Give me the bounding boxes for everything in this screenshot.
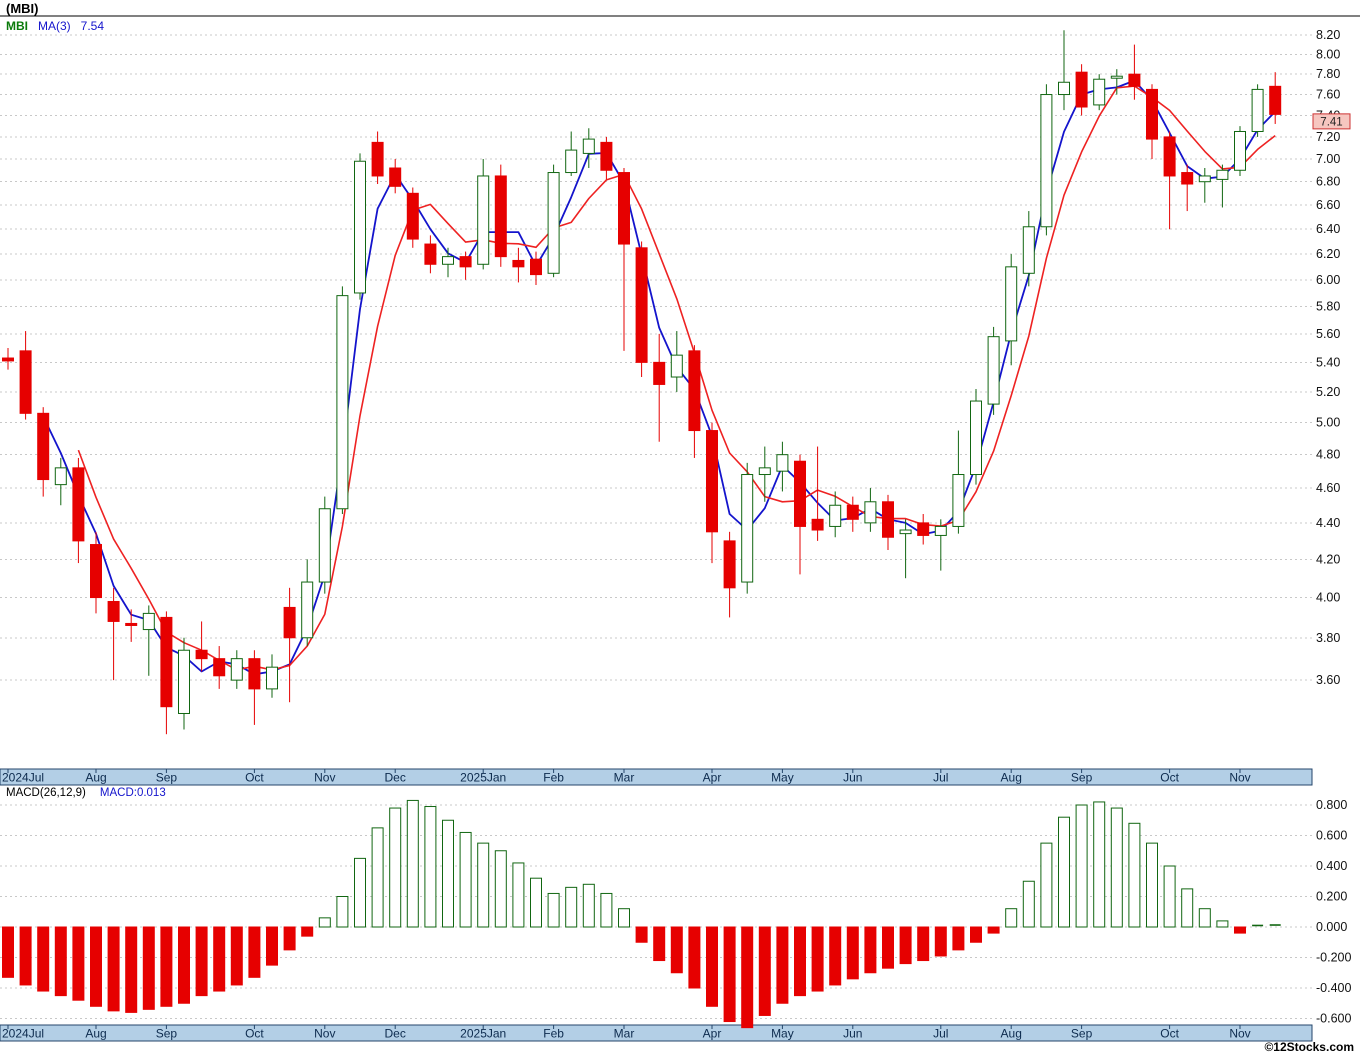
svg-text:Oct: Oct: [1160, 771, 1179, 785]
svg-text:5.80: 5.80: [1316, 299, 1340, 313]
svg-text:5.00: 5.00: [1316, 416, 1340, 430]
svg-text:Apr: Apr: [703, 771, 722, 785]
svg-text:6.20: 6.20: [1316, 247, 1340, 261]
svg-text:Sep: Sep: [1071, 1027, 1093, 1041]
svg-text:May: May: [771, 1027, 794, 1041]
svg-text:4.20: 4.20: [1316, 552, 1340, 566]
svg-text:Oct: Oct: [1160, 1027, 1179, 1041]
svg-text:Sep: Sep: [1071, 771, 1093, 785]
chart-title: (MBI): [6, 1, 39, 16]
svg-text:2025Jan: 2025Jan: [460, 771, 506, 785]
svg-text:5.40: 5.40: [1316, 355, 1340, 369]
svg-text:4.40: 4.40: [1316, 516, 1340, 530]
svg-text:7.00: 7.00: [1316, 152, 1340, 166]
svg-text:6.00: 6.00: [1316, 273, 1340, 287]
month-axis-middle: 2024Jul Aug Sep Oct Nov Dec 2025Jan Feb Mar Apr Ma…: [0, 768, 1313, 786]
svg-text:Oct: Oct: [245, 1027, 264, 1041]
svg-text:0.600: 0.600: [1316, 829, 1347, 843]
svg-text:7.60: 7.60: [1316, 88, 1340, 102]
svg-text:2025Jan: 2025Jan: [460, 1027, 506, 1041]
price-gridlines: [0, 34, 1312, 681]
macd-params-label: MACD(26,12,9): [6, 787, 86, 799]
svg-text:-0.200: -0.200: [1316, 951, 1351, 965]
svg-text:Apr: Apr: [703, 1027, 722, 1041]
svg-text:7.80: 7.80: [1316, 67, 1340, 81]
svg-text:6.60: 6.60: [1316, 198, 1340, 212]
svg-text:Aug: Aug: [1001, 771, 1022, 785]
svg-text:Nov: Nov: [1229, 1027, 1250, 1041]
svg-text:Jul: Jul: [933, 1027, 948, 1041]
svg-text:4.00: 4.00: [1316, 591, 1340, 605]
watermark: ©12Stocks.com: [1264, 1040, 1354, 1054]
svg-text:3.60: 3.60: [1316, 673, 1340, 687]
price-legend: MBI MA(3) 7.54: [6, 19, 114, 33]
svg-text:Nov: Nov: [314, 771, 335, 785]
svg-text:Oct: Oct: [245, 771, 264, 785]
svg-text:3.80: 3.80: [1316, 631, 1340, 645]
macd-value-label: MACD:0.013: [99, 787, 166, 799]
svg-text:7.41: 7.41: [1320, 116, 1342, 128]
last-price-tag: 7.41: [1312, 113, 1351, 130]
svg-text:Nov: Nov: [1229, 771, 1250, 785]
svg-text:Nov: Nov: [314, 1027, 335, 1041]
svg-text:Jul: Jul: [933, 771, 948, 785]
svg-text:0.800: 0.800: [1316, 798, 1347, 812]
svg-text:Mar: Mar: [614, 1027, 635, 1041]
svg-text:Aug: Aug: [85, 1027, 106, 1041]
svg-text:Sep: Sep: [156, 771, 178, 785]
svg-text:5.20: 5.20: [1316, 385, 1340, 399]
month-axis-bottom: 2024Jul Aug Sep Oct Nov Dec 2025Jan Feb Mar Apr Ma…: [0, 1024, 1313, 1042]
svg-text:0.400: 0.400: [1316, 859, 1347, 873]
price-axis-labels: 8.208.007.807.607.407.207.006.806.606.40…: [1316, 28, 1340, 687]
svg-text:7.20: 7.20: [1316, 130, 1340, 144]
svg-text:Feb: Feb: [543, 771, 564, 785]
svg-text:0.200: 0.200: [1316, 890, 1347, 904]
svg-text:2024Jul: 2024Jul: [2, 771, 44, 785]
ma-label: MA(3): [38, 19, 71, 33]
macd-histogram: [2, 799, 1281, 1029]
svg-text:Mar: Mar: [614, 771, 635, 785]
svg-text:6.80: 6.80: [1316, 175, 1340, 189]
macd-legend: MACD(26,12,9) MACD:0.013: [6, 787, 166, 799]
svg-text:Feb: Feb: [543, 1027, 564, 1041]
svg-text:4.80: 4.80: [1316, 448, 1340, 462]
svg-text:0.000: 0.000: [1316, 920, 1347, 934]
svg-text:6.40: 6.40: [1316, 222, 1340, 236]
macd-axis-labels: 0.800 0.600 0.400 0.200 0.000 -0.200 -0.400 -0.…: [1316, 798, 1351, 1026]
svg-text:-0.400: -0.400: [1316, 981, 1351, 995]
ma-value: 7.54: [80, 19, 105, 33]
candlesticks: [2, 30, 1282, 735]
symbol-label: MBI: [6, 19, 28, 33]
svg-text:8.20: 8.20: [1316, 28, 1340, 42]
svg-text:2024Jul: 2024Jul: [2, 1027, 44, 1041]
svg-text:May: May: [771, 771, 794, 785]
svg-text:Dec: Dec: [385, 771, 406, 785]
svg-text:8.00: 8.00: [1316, 47, 1340, 61]
svg-text:Jun: Jun: [843, 1027, 862, 1041]
svg-text:Aug: Aug: [85, 771, 106, 785]
svg-text:4.60: 4.60: [1316, 481, 1340, 495]
svg-text:Aug: Aug: [1001, 1027, 1022, 1041]
svg-text:Jun: Jun: [843, 771, 862, 785]
svg-text:5.60: 5.60: [1316, 327, 1340, 341]
svg-text:Dec: Dec: [385, 1027, 406, 1041]
svg-text:-0.600: -0.600: [1316, 1012, 1351, 1026]
svg-text:Sep: Sep: [156, 1027, 178, 1041]
